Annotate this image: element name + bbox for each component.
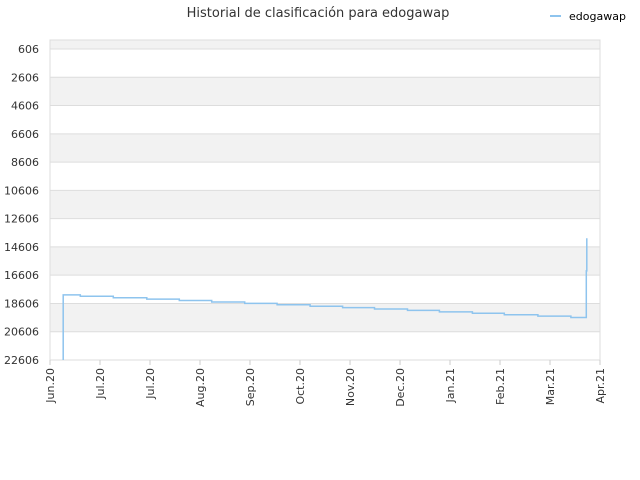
x-tick-label: Oct.20 [294, 368, 307, 405]
x-tick-label: Nov.20 [344, 368, 357, 406]
x-tick-label: Feb.21 [494, 368, 507, 405]
plot-area: 606 2606 4606 6606 8606 10606 12606 14606 16606 1… [4, 39, 607, 407]
grid-band [50, 133, 600, 163]
grid-band [50, 246, 600, 276]
y-tick-label: 12606 [4, 213, 39, 226]
x-tick-label: Sep.20 [244, 368, 257, 406]
y-tick-label: 22606 [4, 354, 39, 367]
x-tick-label: Jan.21 [444, 368, 457, 403]
x-tick-label: Dec.20 [394, 368, 407, 407]
y-tick-label: 4606 [11, 100, 39, 113]
x-tick-label: Jul.20 [94, 368, 107, 400]
chart-title: Historial de clasificación para edogawap [187, 6, 450, 21]
y-tick-label: 6606 [11, 128, 39, 141]
y-tick-label: 16606 [4, 269, 39, 282]
legend-label: edogawap [569, 10, 626, 23]
x-tick-label: Apr.21 [594, 368, 607, 404]
y-tick-label: 606 [18, 43, 39, 56]
y-tick-label: 2606 [11, 71, 39, 84]
y-tick-label: 20606 [4, 326, 39, 339]
y-tick-label: 8606 [11, 156, 39, 169]
plot-frame [49, 39, 601, 361]
y-tick-label: 18606 [4, 297, 39, 310]
x-tick-label: Aug.20 [194, 368, 207, 407]
x-tick-label: Jun.20 [44, 368, 57, 404]
grid-band [50, 77, 600, 106]
y-tick-label: 14606 [4, 241, 39, 254]
x-tick-label: Jul.20 [144, 368, 157, 400]
grid-band [50, 190, 600, 219]
grid-band [50, 303, 600, 332]
y-tick-label: 10606 [4, 184, 39, 197]
x-tick-label: Mar.21 [544, 368, 557, 405]
series-line-edogawap [62, 238, 588, 360]
grid-band [50, 40, 600, 49]
legend: edogawap [550, 10, 626, 23]
